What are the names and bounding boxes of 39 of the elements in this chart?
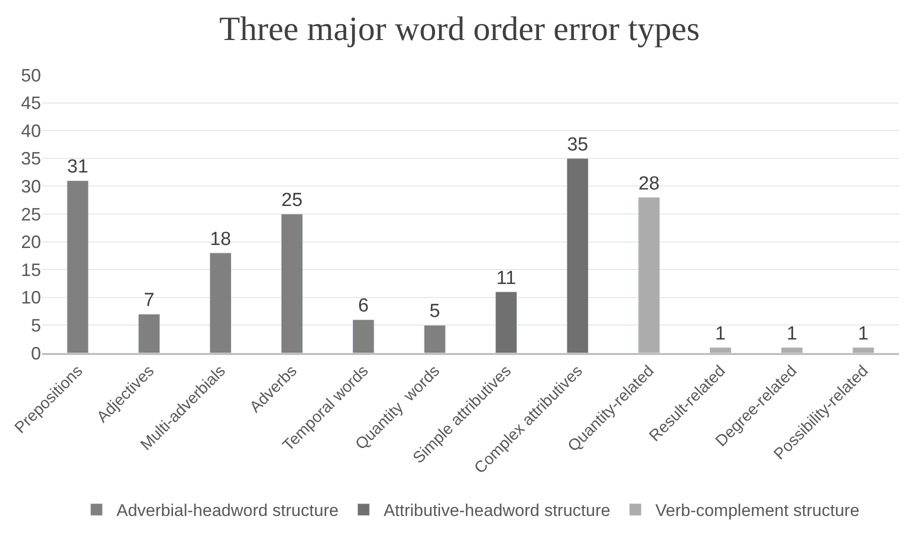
y-tick-label: 15: [20, 260, 41, 280]
data-label: 1: [786, 323, 798, 344]
data-label: 18: [210, 228, 232, 250]
y-tick-label: 50: [20, 65, 41, 86]
legend-label: Verb-complement structure: [655, 501, 860, 520]
bar: [424, 324, 446, 353]
bar: [210, 252, 232, 353]
bar: [566, 158, 589, 353]
bar: [780, 347, 803, 353]
data-label: 6: [358, 296, 369, 317]
data-label: 28: [638, 173, 660, 194]
legend-label: Attributive-headword structure: [384, 501, 610, 520]
bar: [352, 319, 374, 353]
data-label: 25: [281, 190, 303, 211]
y-tick-label: 25: [20, 204, 41, 224]
data-label: 7: [144, 290, 154, 312]
bar: [852, 347, 874, 353]
chart-title: Three major word order error types: [219, 11, 700, 48]
bar: [66, 180, 89, 353]
legend-label: Adverbial-headword structure: [116, 501, 339, 520]
y-tick-label: 30: [20, 176, 41, 196]
bar: [281, 214, 303, 353]
data-label: 5: [430, 301, 440, 322]
bar: [710, 347, 732, 353]
bar: [495, 292, 518, 353]
y-tick-label: 0: [30, 343, 41, 364]
data-label: 31: [67, 156, 88, 178]
bar: [638, 197, 660, 353]
y-tick-label: 35: [20, 148, 41, 169]
bar: [138, 314, 160, 353]
y-tick-label: 45: [20, 93, 41, 114]
data-label: 1: [715, 323, 726, 344]
y-tick-label: 10: [20, 288, 41, 308]
data-label: 1: [858, 323, 869, 344]
y-tick-label: 40: [20, 120, 41, 141]
data-label: 11: [496, 268, 516, 289]
y-tick-label: 20: [20, 232, 41, 252]
data-label: 35: [567, 134, 588, 156]
y-tick-label: 5: [30, 316, 41, 336]
